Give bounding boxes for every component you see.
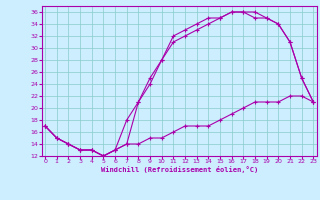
X-axis label: Windchill (Refroidissement éolien,°C): Windchill (Refroidissement éolien,°C) <box>100 166 258 173</box>
